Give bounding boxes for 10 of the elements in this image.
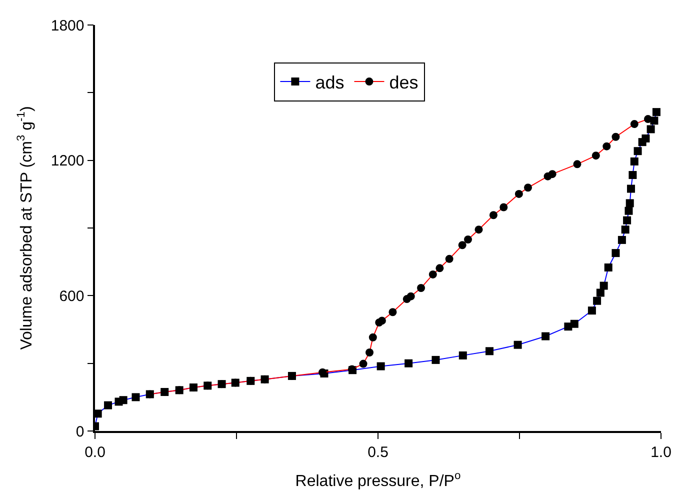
y-tick-label: 0: [76, 423, 84, 440]
x-axis-title: Relative pressure, P/P$^{o}$: [295, 470, 461, 490]
x-tick-label: 1.0: [650, 444, 672, 461]
y-tick-label: 1200: [50, 152, 84, 170]
y-tick-label: 600: [59, 288, 84, 305]
legend-label: ads: [315, 72, 344, 93]
y-tick-label: 1800: [50, 17, 84, 34]
x-tick-label: 0.0: [84, 444, 106, 461]
x-tick-label: 0.5: [368, 444, 388, 461]
legend-label: des: [389, 72, 418, 93]
